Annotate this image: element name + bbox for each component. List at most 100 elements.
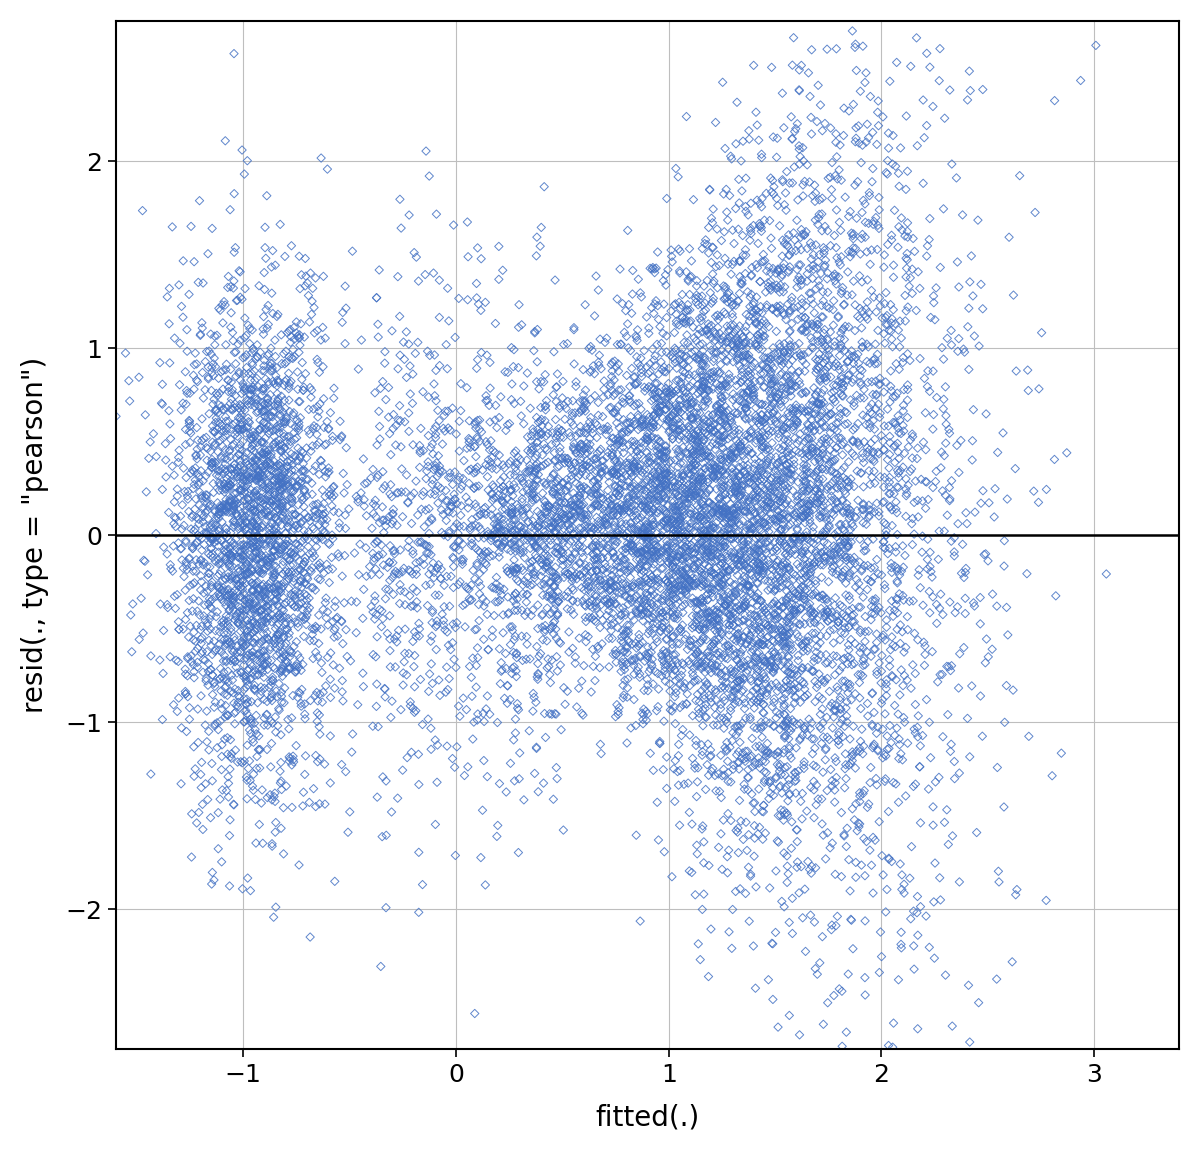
Point [210,432,229,450]
Point [250,529,269,547]
Point [598,606,617,624]
Point [724,615,743,634]
Point [197,733,216,751]
Point [199,741,218,759]
Point [674,502,694,521]
Point [202,660,221,679]
Point [713,573,732,591]
Point [808,530,827,548]
Point [752,635,772,653]
Point [842,599,862,617]
Point [468,507,487,525]
Point [244,781,263,799]
Point [604,645,623,664]
Point [298,448,317,467]
Point [778,710,797,728]
Point [190,495,209,514]
Point [727,463,746,482]
Point [743,476,762,494]
Point [764,394,784,412]
Point [244,533,263,552]
Point [646,382,665,401]
Point [869,219,888,237]
Point [430,586,449,605]
Point [688,844,707,863]
Point [940,424,959,442]
Point [738,456,757,475]
Point [242,517,262,536]
Point [688,399,707,417]
Point [643,407,662,425]
Point [648,388,667,407]
Point [415,517,434,536]
Point [522,517,541,536]
Point [269,455,288,473]
Point [534,373,553,392]
Point [785,582,804,600]
Point [839,101,858,120]
Point [618,490,637,508]
Point [690,483,709,501]
Point [518,568,538,586]
Point [848,173,868,191]
Point [674,566,694,584]
Point [354,581,373,599]
Point [649,491,668,509]
Point [800,173,820,191]
Point [744,579,763,598]
Point [738,760,757,779]
Point [842,799,862,818]
Point [828,613,847,631]
Point [172,719,191,737]
Point [384,500,403,518]
Point [787,503,806,522]
Point [271,650,290,668]
Point [732,578,751,597]
Point [854,650,874,668]
Point [274,601,293,620]
Point [504,476,523,494]
Point [198,486,217,505]
Point [533,617,552,636]
Point [234,713,253,732]
Point [767,323,786,341]
Point [576,296,595,314]
Point [877,880,896,899]
Point [712,746,731,765]
Point [461,438,480,456]
Point [610,486,629,505]
Point [208,713,227,732]
Point [287,324,306,342]
Point [184,630,203,649]
Point [881,498,900,516]
Point [383,506,402,524]
Point [703,380,722,399]
Point [409,614,428,632]
Point [734,539,754,558]
Point [726,561,745,579]
Point [443,548,462,567]
Point [838,654,857,673]
Point [538,497,557,515]
Point [302,485,322,503]
Point [691,533,710,552]
Point [724,676,743,695]
Point [728,291,748,310]
Point [641,259,660,278]
Point [824,634,844,652]
Point [588,520,607,538]
Point [420,347,439,365]
Point [895,713,914,732]
Point [738,768,757,787]
Point [817,461,836,479]
Point [608,355,628,373]
Point [599,488,618,507]
Point [748,326,767,344]
Point [469,573,488,591]
Point [670,391,689,409]
Point [848,354,868,372]
Point [804,442,823,461]
Point [572,704,592,722]
Point [262,573,281,591]
Point [210,461,229,479]
